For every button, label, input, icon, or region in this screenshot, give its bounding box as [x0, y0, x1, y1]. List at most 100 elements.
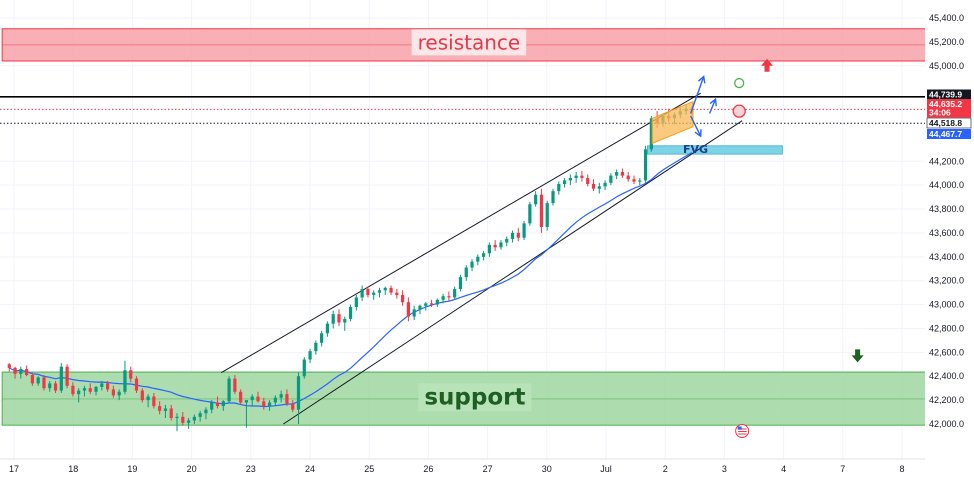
candle-body: [285, 394, 289, 404]
candle-body: [453, 289, 457, 298]
candle-body: [424, 303, 428, 306]
candle-body: [603, 182, 607, 187]
y-tick-label: 42,200.0: [929, 395, 964, 405]
candle-body: [100, 383, 104, 387]
projection-arrow: [689, 76, 705, 114]
y-tick-label: 45,200.0: [929, 37, 964, 47]
trend-channel: [220, 92, 743, 425]
y-tick-label: 43,400.0: [929, 252, 964, 262]
candle-body: [615, 172, 619, 176]
candle-body: [406, 302, 410, 317]
candle-body: [366, 289, 370, 296]
candle-body: [59, 366, 63, 391]
y-tick-label: 42,800.0: [929, 323, 964, 333]
candle-body: [181, 416, 185, 423]
y-tick-label: 43,800.0: [929, 204, 964, 214]
candle-body: [186, 420, 191, 423]
candle-body: [534, 194, 538, 205]
channel-line: [283, 120, 743, 425]
candle-body: [539, 194, 544, 227]
candle-body: [325, 323, 330, 334]
candle-body: [256, 396, 260, 402]
resistance-label-bg: [411, 29, 527, 56]
price-tag-bg: [927, 107, 971, 118]
candle-body: [649, 118, 653, 150]
candle-body: [643, 149, 648, 181]
x-tick-label: 18: [68, 464, 78, 474]
flag-pattern: [651, 100, 694, 145]
candle-body: [19, 369, 23, 374]
candle-body: [134, 378, 139, 391]
candle-body: [314, 342, 318, 352]
x-tick-label: 19: [127, 464, 137, 474]
x-tick-label: 8: [899, 464, 904, 474]
candle-body: [383, 287, 387, 291]
price-tag: 44,739.9: [929, 90, 962, 100]
candle-body: [152, 396, 156, 407]
candle-body: [111, 389, 115, 396]
event-flag-canton: [737, 426, 742, 430]
candle-body: [487, 244, 491, 254]
candle-body: [77, 390, 81, 395]
candle-body: [175, 416, 179, 419]
support-label: support: [424, 384, 525, 410]
candle-body: [597, 186, 601, 189]
candle-body: [158, 406, 162, 411]
candle-body: [522, 223, 526, 238]
y-tick-label: 43,600.0: [929, 228, 964, 238]
candle-body: [88, 388, 92, 392]
price-lines: [0, 96, 925, 124]
candle-body: [204, 409, 208, 414]
candle-body: [516, 232, 520, 238]
candle-body: [215, 402, 220, 407]
projection-arrow: [708, 98, 717, 114]
candle-body: [308, 351, 312, 360]
y-tick-label: 44,000.0: [929, 180, 964, 190]
projection-arrow-head: [709, 97, 717, 107]
candle-body: [447, 296, 451, 298]
candle-body: [71, 385, 75, 395]
candle-body: [510, 232, 515, 239]
candle-body: [545, 203, 549, 227]
candle-body: [140, 390, 144, 401]
candle-body: [117, 391, 121, 396]
candle-body: [36, 377, 40, 384]
candle-body: [557, 183, 561, 192]
candle-body: [53, 383, 58, 391]
candle-body: [146, 396, 150, 401]
price-axis-bg: [925, 0, 974, 459]
candle-body: [262, 401, 266, 407]
zones: [1, 28, 927, 426]
y-tick-label: 45,400.0: [929, 13, 964, 23]
candles: [7, 103, 694, 432]
candle-body: [562, 180, 567, 184]
candle-body: [435, 299, 439, 305]
candle-body: [493, 244, 497, 248]
candle-body: [343, 318, 347, 323]
candle-body: [48, 383, 52, 389]
projection-arrow-head: [698, 75, 706, 84]
candle-body: [239, 391, 243, 403]
candle-body: [291, 403, 295, 410]
candle-body: [441, 296, 445, 300]
candle-body: [7, 364, 11, 368]
price-tag-bg: [927, 99, 971, 109]
candle-body: [395, 292, 399, 296]
candle-body: [609, 175, 613, 183]
candle-body: [591, 183, 596, 189]
candle-body: [192, 416, 196, 421]
candle-body: [481, 253, 486, 257]
candle-body: [267, 402, 272, 407]
y-tick-label: 42,400.0: [929, 371, 964, 381]
candle-body: [82, 388, 87, 391]
support-label-bg: [418, 383, 532, 412]
candle-body: [348, 306, 353, 319]
candle-body: [227, 378, 231, 402]
x-tick-label: 7: [840, 464, 845, 474]
annotations: resistance support FVG: [411, 29, 864, 438]
candle-body: [42, 377, 46, 389]
x-tick-label: 23: [246, 464, 256, 474]
candle-body: [528, 204, 532, 224]
